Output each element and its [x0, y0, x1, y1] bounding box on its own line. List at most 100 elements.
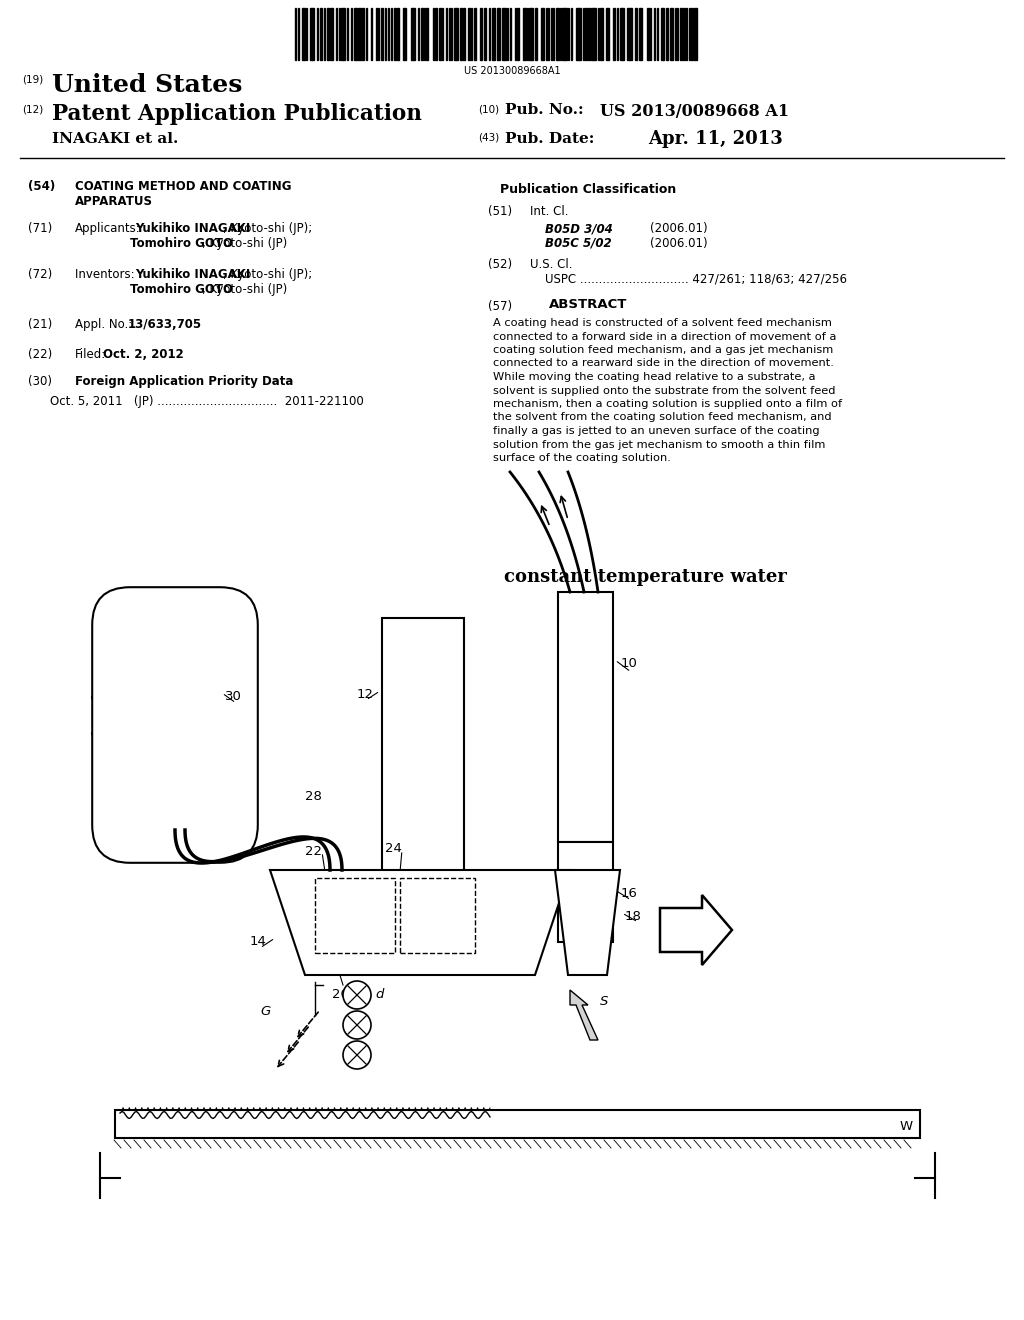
Text: , Kyoto-shi (JP);: , Kyoto-shi (JP);: [223, 222, 312, 235]
Text: APPARATUS: APPARATUS: [75, 195, 153, 209]
Bar: [585, 8, 587, 59]
Bar: [588, 8, 590, 59]
Bar: [517, 8, 519, 59]
Bar: [639, 8, 642, 59]
Text: (22): (22): [28, 348, 52, 360]
Circle shape: [343, 1011, 371, 1039]
Text: (52): (52): [488, 257, 512, 271]
Text: B05C 5/02: B05C 5/02: [545, 238, 611, 249]
Bar: [411, 8, 415, 59]
Bar: [468, 8, 470, 59]
Text: 14: 14: [250, 935, 267, 948]
Bar: [591, 8, 596, 59]
Text: US 2013/0089668 A1: US 2013/0089668 A1: [600, 103, 790, 120]
Text: 12: 12: [357, 688, 374, 701]
Text: ABSTRACT: ABSTRACT: [549, 298, 627, 312]
Text: S: S: [600, 995, 608, 1008]
Text: constant temperature water: constant temperature water: [504, 568, 786, 586]
Text: Apr. 11, 2013: Apr. 11, 2013: [648, 129, 782, 148]
Bar: [556, 8, 559, 59]
Bar: [613, 8, 615, 59]
Text: (57): (57): [488, 300, 512, 313]
Bar: [460, 8, 462, 59]
Bar: [403, 8, 406, 59]
Circle shape: [343, 1041, 371, 1069]
Polygon shape: [660, 895, 732, 965]
Text: 24: 24: [385, 842, 401, 855]
Bar: [474, 8, 476, 59]
Bar: [535, 8, 537, 59]
Bar: [529, 8, 534, 59]
Text: (54): (54): [28, 180, 55, 193]
Text: While moving the coating head relative to a substrate, a: While moving the coating head relative t…: [493, 372, 815, 381]
Text: Yukihiko INAGAKI: Yukihiko INAGAKI: [135, 268, 250, 281]
Text: mechanism, then a coating solution is supplied onto a film of: mechanism, then a coating solution is su…: [493, 399, 842, 409]
Text: U.S. Cl.: U.S. Cl.: [530, 257, 572, 271]
Text: , Kyoto-shi (JP): , Kyoto-shi (JP): [202, 282, 288, 296]
Text: (43): (43): [478, 132, 500, 143]
Bar: [523, 8, 526, 59]
Bar: [502, 8, 506, 59]
Text: Oct. 2, 2012: Oct. 2, 2012: [103, 348, 183, 360]
Bar: [680, 8, 682, 59]
Bar: [606, 8, 609, 59]
Bar: [394, 8, 396, 59]
Text: 18: 18: [625, 909, 642, 923]
Bar: [327, 8, 329, 59]
Text: Int. Cl.: Int. Cl.: [530, 205, 568, 218]
Bar: [421, 8, 423, 59]
Bar: [497, 8, 500, 59]
Text: Applicants:: Applicants:: [75, 222, 140, 235]
Text: (19): (19): [22, 75, 43, 84]
Bar: [691, 8, 693, 59]
Bar: [319, 8, 322, 59]
Text: (10): (10): [478, 106, 499, 115]
Polygon shape: [555, 870, 620, 975]
Text: Tomohiro GOTO: Tomohiro GOTO: [130, 282, 233, 296]
Text: 10: 10: [621, 657, 638, 671]
Bar: [541, 8, 544, 59]
Text: , Kyoto-shi (JP): , Kyoto-shi (JP): [202, 238, 288, 249]
Bar: [463, 8, 465, 59]
Text: Appl. No.:: Appl. No.:: [75, 318, 132, 331]
Text: 16: 16: [621, 887, 638, 900]
Bar: [558, 591, 613, 842]
Text: 13/633,705: 13/633,705: [128, 318, 202, 331]
Circle shape: [343, 981, 371, 1008]
Text: d: d: [375, 987, 383, 1001]
Polygon shape: [570, 990, 598, 1040]
Text: US 20130089668A1: US 20130089668A1: [464, 66, 560, 77]
Text: solvent is supplied onto the substrate from the solvent feed: solvent is supplied onto the substrate f…: [493, 385, 836, 396]
Text: (12): (12): [22, 106, 43, 115]
Text: Tomohiro GOTO: Tomohiro GOTO: [130, 238, 233, 249]
Text: Patent Application Publication: Patent Application Publication: [52, 103, 422, 125]
Text: (51): (51): [488, 205, 512, 218]
Text: 26: 26: [332, 987, 349, 1001]
FancyBboxPatch shape: [92, 587, 258, 863]
Bar: [492, 8, 495, 59]
Bar: [600, 8, 603, 59]
Bar: [480, 8, 482, 59]
Bar: [439, 8, 441, 59]
Text: , Kyoto-shi (JP);: , Kyoto-shi (JP);: [223, 268, 312, 281]
Text: USPC ............................. 427/261; 118/63; 427/256: USPC ............................. 427/2…: [545, 273, 847, 286]
Bar: [381, 8, 383, 59]
Text: Inventors:: Inventors:: [75, 268, 138, 281]
Text: G: G: [260, 1005, 270, 1018]
Bar: [330, 8, 333, 59]
Bar: [666, 8, 668, 59]
Bar: [426, 8, 428, 59]
Bar: [400, 878, 475, 953]
Bar: [115, 1110, 920, 1138]
Bar: [670, 8, 673, 59]
Text: 30: 30: [225, 690, 242, 704]
Text: B05D 3/04: B05D 3/04: [545, 222, 612, 235]
Bar: [683, 8, 685, 59]
Text: 28: 28: [305, 789, 322, 803]
Text: (21): (21): [28, 318, 52, 331]
Text: Yukihiko INAGAKI: Yukihiko INAGAKI: [135, 222, 250, 235]
Bar: [647, 8, 649, 59]
Bar: [575, 8, 581, 59]
Bar: [310, 8, 314, 59]
Bar: [635, 8, 637, 59]
